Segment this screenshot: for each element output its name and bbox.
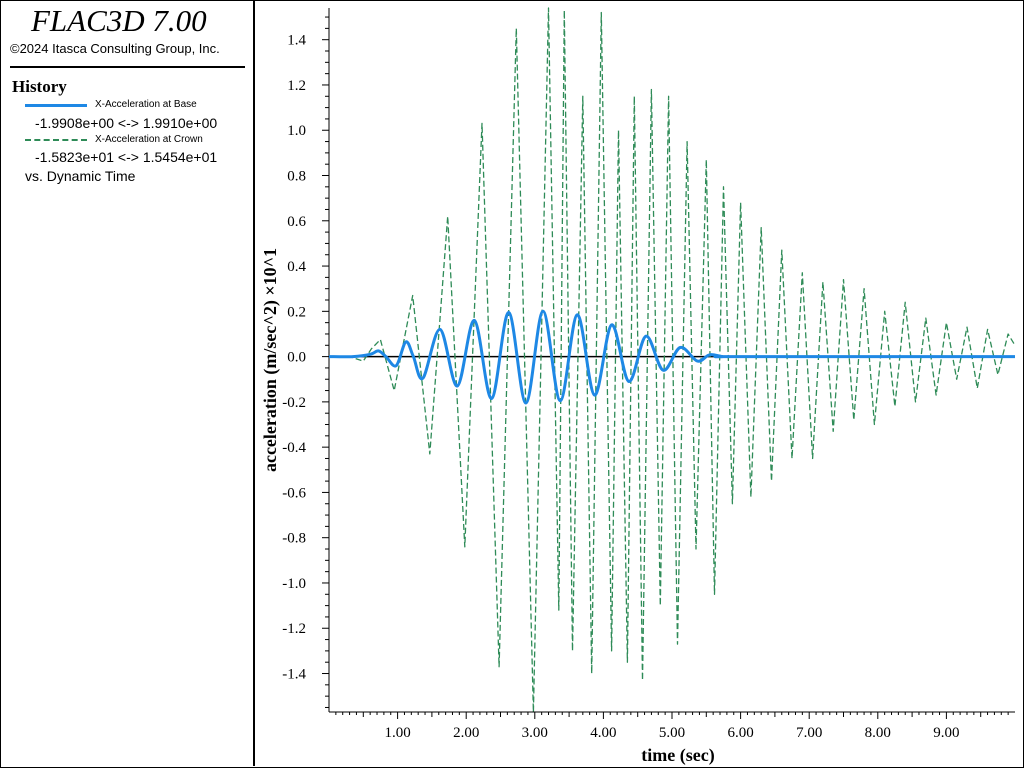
x-tick-label: 7.00 — [796, 725, 822, 741]
y-tick-label: -0.6 — [282, 485, 306, 501]
x-tick-label: 5.00 — [659, 725, 685, 741]
legend-series-range-base: -1.9908e+00 <-> 1.9910e+00 — [35, 115, 217, 131]
app-title: FLAC3D 7.00 — [31, 3, 207, 38]
legend-series-name-crown: X-Acceleration at Crown — [95, 134, 203, 145]
x-tick-label: 4.00 — [590, 725, 616, 741]
legend-divider — [10, 66, 245, 68]
range-separator: <-> — [117, 115, 139, 131]
y-tick-label: -0.4 — [282, 440, 306, 456]
x-tick-label: 3.00 — [522, 725, 548, 741]
range-max: 1.5454e+01 — [142, 149, 218, 165]
x-axis-title: time (sec) — [641, 745, 714, 766]
range-max: 1.9910e+00 — [142, 115, 218, 131]
y-tick-label: 1.0 — [287, 123, 306, 139]
copyright-notice: ©2024 Itasca Consulting Group, Inc. — [10, 41, 220, 56]
y-tick-label: 1.2 — [287, 78, 306, 94]
y-axis-title: acceleration (m/sec^2) ×10^1 — [260, 248, 281, 472]
series-line-crown — [329, 7, 1016, 713]
y-tick-label: 0.4 — [287, 259, 306, 275]
range-min: -1.5823e+01 — [35, 149, 115, 165]
y-tick-label: -0.8 — [282, 531, 306, 547]
y-tick-label: 0.2 — [287, 304, 306, 320]
y-tick-label: 0.8 — [287, 169, 306, 185]
range-separator: <-> — [117, 149, 139, 165]
legend-series-range-crown: -1.5823e+01 <-> 1.5454e+01 — [35, 149, 217, 165]
y-tick-label: -0.2 — [282, 395, 306, 411]
x-tick-label: 1.00 — [384, 725, 410, 741]
y-tick-label: 0.0 — [287, 350, 306, 366]
series-line-base — [328, 309, 1015, 405]
x-tick-label: 6.00 — [727, 725, 753, 741]
legend-swatch-base — [25, 104, 87, 107]
y-tick-label: 1.4 — [287, 33, 306, 49]
range-min: -1.9908e+00 — [35, 115, 115, 131]
y-tick-label: -1.4 — [282, 667, 306, 683]
legend-panel: FLAC3D 7.00 ©2024 Itasca Consulting Grou… — [1, 1, 255, 766]
y-tick-label: -1.0 — [282, 576, 306, 592]
legend-swatch-crown — [25, 139, 87, 141]
x-tick-label: 8.00 — [865, 725, 891, 741]
y-tick-label: 0.6 — [287, 214, 306, 230]
y-tick-label: -1.2 — [282, 621, 306, 637]
legend-series-name-base: X-Acceleration at Base — [95, 99, 197, 110]
x-tick-label: 9.00 — [933, 725, 959, 741]
history-heading: History — [12, 77, 67, 96]
x-tick-label: 2.00 — [453, 725, 479, 741]
vs-label: vs. Dynamic Time — [25, 168, 136, 184]
